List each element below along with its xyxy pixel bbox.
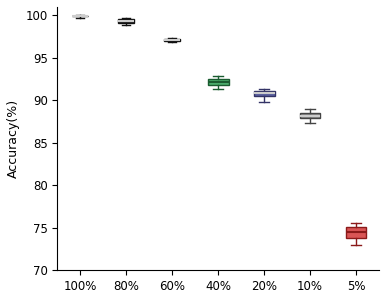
Y-axis label: Accuracy(%): Accuracy(%): [7, 99, 20, 178]
PathPatch shape: [208, 79, 229, 85]
PathPatch shape: [254, 91, 274, 96]
PathPatch shape: [300, 113, 320, 118]
PathPatch shape: [346, 227, 366, 238]
PathPatch shape: [164, 39, 180, 41]
PathPatch shape: [119, 19, 134, 23]
